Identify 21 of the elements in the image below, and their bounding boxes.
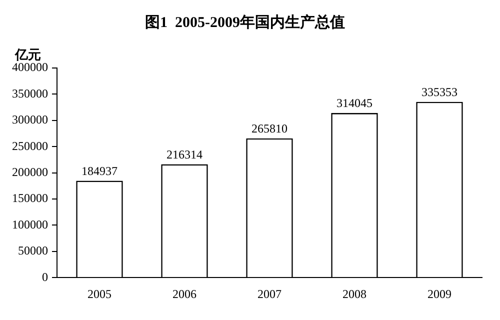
y-tick-label: 0: [42, 270, 48, 284]
y-tick-label: 50000: [18, 244, 48, 258]
y-tick-label: 350000: [12, 86, 48, 100]
data-label: 184937: [82, 164, 118, 178]
y-tick-label: 150000: [12, 191, 48, 206]
y-tick-label: 300000: [12, 112, 48, 127]
chart-title: 图1 2005-2009年国内生产总值: [145, 14, 345, 31]
y-tick-label: 250000: [12, 138, 48, 153]
data-label: 216314: [166, 147, 202, 162]
data-label: 265810: [252, 121, 288, 136]
data-label: 335353: [422, 85, 458, 100]
data-label: 314045: [336, 96, 372, 110]
x-tick-label: 2007: [258, 286, 282, 301]
y-tick-label: 200000: [12, 164, 48, 179]
x-tick-label: 2009: [428, 286, 452, 301]
y-tick-label: 400000: [12, 60, 48, 74]
y-axis-title: 亿元: [14, 46, 41, 62]
y-tick-label: 100000: [12, 217, 48, 232]
x-tick-label: 2006: [172, 286, 196, 301]
x-tick-label: 2008: [342, 286, 366, 301]
x-tick-label: 2005: [88, 286, 112, 301]
